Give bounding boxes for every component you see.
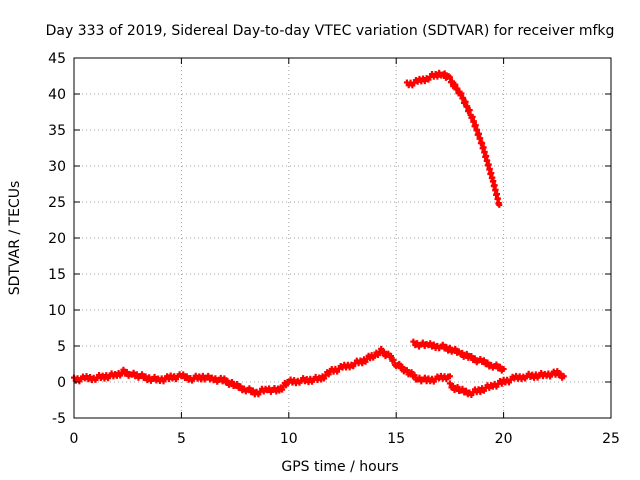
data-point [416,374,423,381]
y-tick-label: 35 [48,123,66,139]
x-axis-label: GPS time / hours [281,459,398,475]
y-tick-label: 10 [48,303,66,319]
x-tick-label: 25 [602,431,620,447]
data-point [496,201,503,208]
data-point [557,370,564,377]
y-tick-label: 0 [57,375,66,391]
data-point [212,375,219,382]
data-point [120,366,127,373]
data-point [388,353,395,360]
y-tick-labels: -5 0 5 10 15 20 25 30 35 40 45 [48,51,66,427]
data-point [446,344,453,351]
axis-ticks [73,57,612,419]
series-high-arc [403,69,503,208]
data-point [246,385,253,392]
series-mid-arc [410,338,507,374]
data-point [446,373,453,380]
data-point [359,360,366,367]
data-point [250,387,256,394]
x-tick-label: 20 [495,431,513,447]
data-point [237,383,244,390]
data-point [439,341,446,348]
data-point [199,372,206,379]
series-evening-cluster [446,368,567,398]
data-point [411,372,418,379]
data-point [151,373,158,380]
data-point [427,340,434,347]
data-point [183,373,190,380]
data-point [441,70,448,77]
data-point [399,364,406,371]
y-axis-label: SDTVAR / TECUs [7,181,23,296]
x-tick-label: 0 [70,431,79,447]
data-point [390,357,397,364]
data-point [283,382,290,389]
data-point [484,359,491,366]
grid-lines [74,58,611,418]
data-point [468,353,475,360]
y-tick-label: 45 [48,51,66,67]
data-point [471,355,478,362]
data-point [279,386,286,393]
data-point [139,371,146,378]
chart-title: Day 333 of 2019, Sidereal Day-to-day VTE… [46,23,615,39]
x-tick-label: 15 [387,431,405,447]
data-point [321,375,328,382]
x-tick-label: 5 [177,431,186,447]
data-point [414,340,421,347]
data-point [146,374,153,381]
data-point [410,338,417,345]
y-tick-label: 5 [57,339,66,355]
data-point [477,389,484,395]
data-point [205,372,212,379]
data-point [459,385,466,392]
data-point [554,368,561,375]
data-point [229,378,236,385]
x-tick-labels: 0 5 10 15 20 25 [70,431,620,447]
data-point [463,387,470,394]
data-point [133,371,140,378]
y-tick-label: 40 [48,87,66,103]
data-point [396,360,403,367]
data-point [419,339,426,346]
data-point [498,380,505,387]
data-point [408,369,415,376]
data-point [325,371,332,378]
y-tick-label: 15 [48,267,66,283]
y-tick-label: 25 [48,195,66,211]
data-point [452,345,459,352]
y-tick-label: -5 [52,411,66,427]
data-point [266,385,273,392]
y-tick-label: 20 [48,231,66,247]
data-point [130,369,137,376]
data-point [430,341,437,348]
data-point [480,357,487,364]
data-point [560,373,567,380]
x-tick-label: 10 [280,431,298,447]
series-low-band [71,345,453,398]
data-point [497,363,504,370]
data-point [123,368,130,375]
data-point [233,381,240,387]
data-point [500,366,507,373]
y-tick-label: 30 [48,159,66,175]
data-point [454,384,461,390]
data-point [493,361,500,368]
data-point [403,367,410,374]
data-point [180,371,187,378]
data-points [71,69,567,398]
